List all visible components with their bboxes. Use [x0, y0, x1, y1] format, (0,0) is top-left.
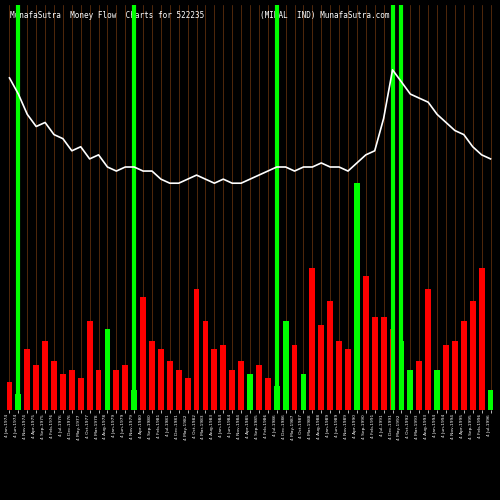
Bar [212, 350, 218, 410]
Text: MunafaSutra  Money Flow  Charts for 522235: MunafaSutra Money Flow Charts for 522235 [10, 11, 204, 20]
Bar [363, 276, 368, 410]
Bar [398, 341, 404, 410]
Bar [318, 325, 324, 410]
Bar [167, 362, 172, 410]
Bar [265, 378, 270, 410]
Bar [34, 366, 39, 410]
Bar [149, 341, 155, 410]
Bar [114, 370, 119, 410]
Bar [256, 366, 262, 410]
Bar [220, 345, 226, 410]
Bar [282, 321, 288, 410]
Bar [202, 321, 208, 410]
Bar [60, 374, 66, 410]
Bar [443, 345, 449, 410]
Bar [247, 374, 253, 410]
Bar [390, 329, 396, 410]
Bar [140, 296, 146, 410]
Bar [176, 370, 182, 410]
Bar [104, 329, 110, 410]
Bar [24, 350, 30, 410]
Bar [488, 390, 494, 410]
Bar [238, 362, 244, 410]
Bar [336, 341, 342, 410]
Bar [328, 300, 333, 410]
Bar [461, 321, 466, 410]
Bar [122, 366, 128, 410]
Bar [292, 345, 298, 410]
Bar [434, 370, 440, 410]
Bar [470, 300, 476, 410]
Bar [42, 341, 48, 410]
Bar [132, 390, 137, 410]
Bar [310, 268, 316, 410]
Bar [426, 288, 431, 410]
Bar [230, 370, 235, 410]
Bar [51, 362, 57, 410]
Bar [354, 183, 360, 410]
Bar [300, 374, 306, 410]
Bar [478, 268, 484, 410]
Bar [158, 350, 164, 410]
Bar [452, 341, 458, 410]
Bar [372, 317, 378, 410]
Bar [16, 394, 22, 410]
Bar [416, 362, 422, 410]
Bar [6, 382, 12, 410]
Text: (MINAL  IND) MunafaSutra.com: (MINAL IND) MunafaSutra.com [260, 11, 390, 20]
Bar [274, 386, 280, 410]
Bar [86, 321, 92, 410]
Bar [96, 370, 102, 410]
Bar [408, 370, 414, 410]
Bar [380, 317, 386, 410]
Bar [78, 378, 84, 410]
Bar [69, 370, 74, 410]
Bar [345, 350, 351, 410]
Bar [184, 378, 190, 410]
Bar [194, 288, 200, 410]
